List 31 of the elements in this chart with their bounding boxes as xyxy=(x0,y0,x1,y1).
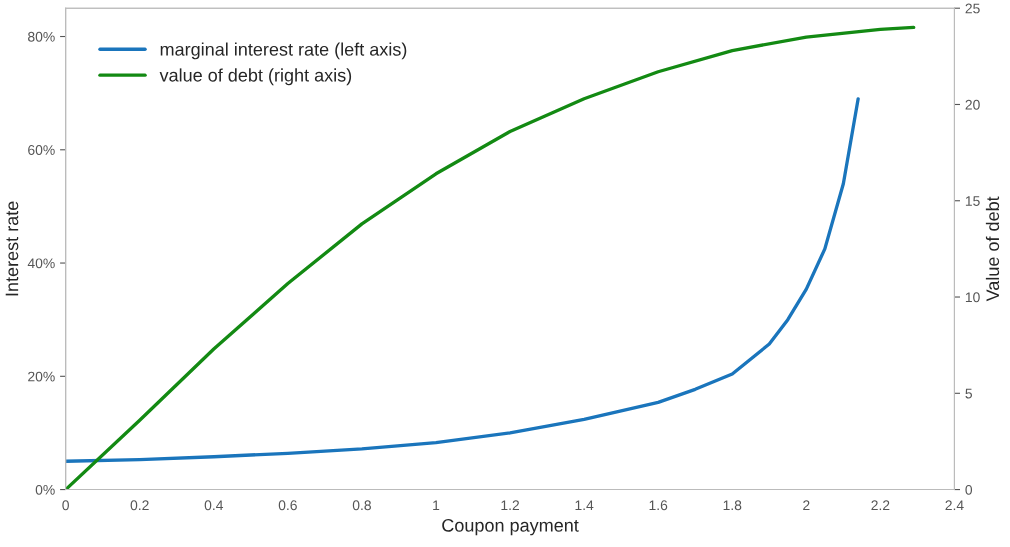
y-tick-label: 0% xyxy=(35,484,55,495)
y-tick-label: 40% xyxy=(27,258,55,269)
x-tick-label: 1.8 xyxy=(723,500,742,511)
y2-tick-label: 10 xyxy=(965,292,980,303)
x-tick-label: 2.4 xyxy=(945,500,964,511)
y-tick-label: 80% xyxy=(28,31,55,42)
y2-tick-label: 5 xyxy=(965,388,973,399)
x-tick-label: 1.6 xyxy=(649,500,668,511)
x-tick-label: 1.4 xyxy=(575,500,594,511)
legend-label: marginal interest rate (left axis) xyxy=(160,42,407,60)
y-axis-title: Interest rate xyxy=(5,201,19,296)
y2-tick-label: 25 xyxy=(965,3,980,14)
x-tick-label: 2 xyxy=(803,500,810,511)
x-tick-label: 1.2 xyxy=(501,500,520,511)
x-tick-label: 0.8 xyxy=(352,500,371,511)
y2-tick-label: 15 xyxy=(965,196,980,206)
y2-tick-label: 20 xyxy=(965,99,980,110)
x-tick-label: 2.2 xyxy=(871,500,890,511)
line-series xyxy=(65,97,860,463)
x-axis-title: Coupon payment xyxy=(442,518,579,536)
y-tick-label: 60% xyxy=(28,145,55,155)
y2-tick-label: 0 xyxy=(965,484,973,495)
y-tick-label: 20% xyxy=(28,371,55,382)
x-tick-label: 0.4 xyxy=(204,500,224,511)
line-series xyxy=(65,25,916,490)
x-tick-label: 0 xyxy=(62,500,69,511)
y2-axis-title: Value of debt xyxy=(985,196,1000,302)
legend-label: value of debt (right axis) xyxy=(159,68,352,86)
x-tick-label: 0.6 xyxy=(278,500,297,511)
x-tick-label: 0.2 xyxy=(130,500,149,511)
x-tick-label: 1 xyxy=(433,500,440,511)
